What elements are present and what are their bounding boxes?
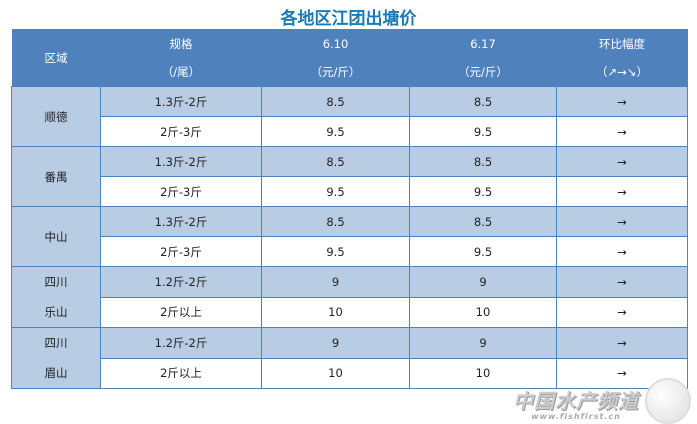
- price-cell: 9.5: [261, 236, 410, 267]
- region-cell: 番禺: [11, 146, 101, 207]
- watermark: 中国水产频道 www.fishfirst.cn: [513, 389, 639, 421]
- change-cell: →: [556, 206, 688, 237]
- table-row: 四川 眉山 1.2斤-2斤 9 9 →: [11, 327, 688, 389]
- spec-cell: 2斤-3斤: [100, 236, 262, 267]
- price-cell: 8.5: [261, 86, 410, 117]
- change-cell: →: [556, 296, 688, 328]
- change-cell: →: [556, 176, 688, 207]
- spec-cell: 1.3斤-2斤: [100, 86, 262, 117]
- col-region: 区域: [11, 29, 101, 87]
- table-row: 顺德 1.3斤-2斤 8.5 8.5 →: [11, 86, 688, 147]
- change-cell: →: [556, 327, 688, 359]
- table-row: 2斤-3斤 9.5 9.5 →: [12, 116, 688, 147]
- watermark-globe-icon: [645, 378, 691, 424]
- price-cell: 9.5: [409, 116, 557, 147]
- col-change: 环比幅度 （↗→↘）: [556, 29, 688, 87]
- price-cell: 8.5: [261, 206, 410, 237]
- table-row: 2斤以上 10 10 →: [12, 296, 688, 328]
- price-cell: 9.5: [261, 116, 410, 147]
- change-cell: →: [556, 86, 688, 117]
- spec-cell: 2斤以上: [100, 357, 262, 389]
- table-row: 2斤-3斤 9.5 9.5 →: [12, 176, 688, 207]
- price-cell: 10: [261, 296, 410, 328]
- change-cell: →: [556, 266, 688, 298]
- region-cell: 顺德: [11, 86, 101, 147]
- col-spec: 规格 （/尾）: [100, 29, 262, 87]
- col-date1: 6.10 （元/斤）: [261, 29, 410, 87]
- spec-cell: 1.2斤-2斤: [100, 266, 262, 298]
- price-cell: 8.5: [261, 146, 410, 177]
- col-date2: 6.17 （元/斤）: [409, 29, 557, 87]
- region-cell: 四川 眉山: [11, 327, 101, 389]
- region-cell: 中山: [11, 206, 101, 267]
- price-cell: 9: [261, 327, 410, 359]
- table-row: 番禺 1.3斤-2斤 8.5 8.5 →: [11, 146, 688, 207]
- price-table: 区域 规格 （/尾） 6.10 （元/斤） 6.17 （元/斤） 环比幅度 （↗→↘） …: [11, 29, 688, 389]
- spec-cell: 2斤-3斤: [100, 176, 262, 207]
- price-cell: 9: [409, 266, 557, 298]
- price-cell: 9.5: [261, 176, 410, 207]
- spec-cell: 1.3斤-2斤: [100, 146, 262, 177]
- price-cell: 10: [409, 357, 557, 389]
- spec-cell: 1.3斤-2斤: [100, 206, 262, 237]
- price-cell: 9: [409, 327, 557, 359]
- change-cell: →: [556, 116, 688, 147]
- price-cell: 8.5: [409, 206, 557, 237]
- change-cell: →: [556, 146, 688, 177]
- price-cell: 9.5: [409, 236, 557, 267]
- page-title: 各地区江团出塘价: [280, 9, 417, 29]
- change-cell: →: [556, 236, 688, 267]
- spec-cell: 2斤以上: [100, 296, 262, 328]
- price-cell: 9.5: [409, 176, 557, 207]
- table-row: 四川 乐山 1.2斤-2斤 9 9 →: [11, 266, 688, 328]
- spec-cell: 1.2斤-2斤: [100, 327, 262, 359]
- table-row: 2斤以上 10 10 →: [12, 357, 688, 389]
- table-row: 中山 1.3斤-2斤 8.5 8.5 →: [11, 206, 688, 267]
- change-cell: →: [556, 357, 688, 389]
- price-cell: 8.5: [409, 86, 557, 117]
- price-cell: 10: [261, 357, 410, 389]
- price-cell: 10: [409, 296, 557, 328]
- region-cell: 四川 乐山: [11, 266, 101, 328]
- price-cell: 9: [261, 266, 410, 298]
- price-cell: 8.5: [409, 146, 557, 177]
- table-row: 2斤-3斤 9.5 9.5 →: [12, 236, 688, 267]
- spec-cell: 2斤-3斤: [100, 116, 262, 147]
